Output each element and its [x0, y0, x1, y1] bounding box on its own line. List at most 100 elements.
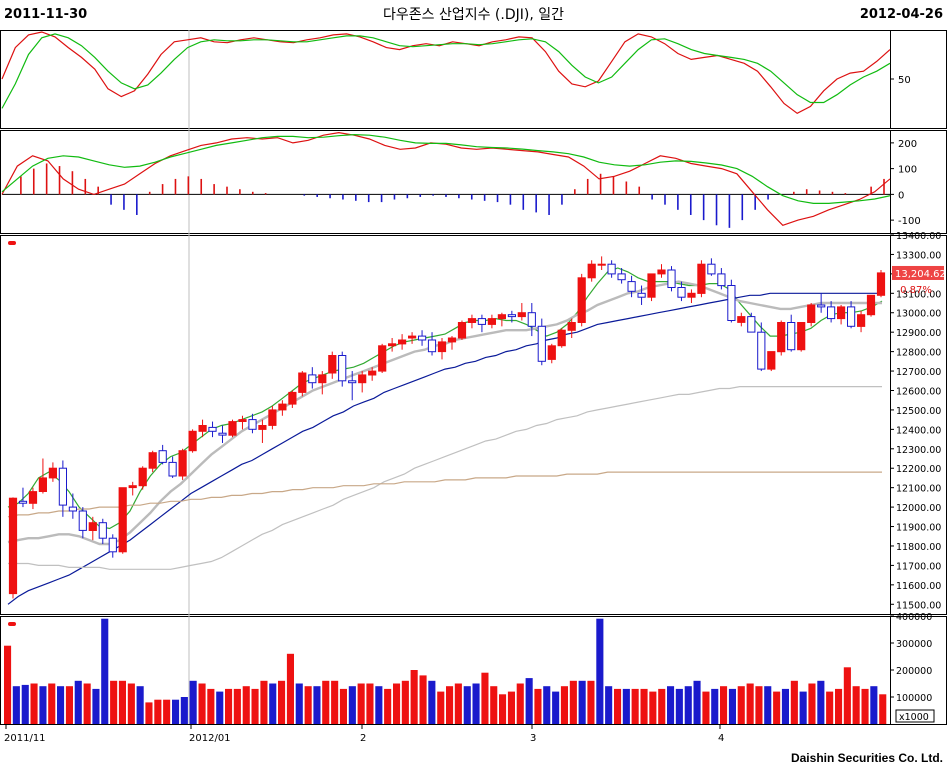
candle-body	[757, 331, 766, 370]
chart-title: 다우존스 산업지수 (.DJI), 일간	[382, 7, 564, 23]
volume-bar	[649, 691, 657, 724]
volume-bar	[799, 691, 807, 724]
volume-bar	[552, 691, 560, 724]
candle-body	[507, 314, 516, 318]
x-label-1: 2012/01	[189, 733, 231, 744]
candle-body	[817, 304, 826, 308]
candle-body	[787, 322, 796, 351]
candle-body	[767, 351, 776, 370]
candle-body	[228, 421, 237, 436]
volume-bar	[163, 699, 171, 724]
price-tick-label-19: 11500.00	[896, 600, 941, 611]
last-price-tag	[892, 265, 944, 280]
price-tick-label-13: 12100.00	[896, 484, 941, 495]
volume-bar	[39, 686, 47, 724]
candle-body	[188, 430, 197, 452]
candle-body	[577, 277, 586, 323]
volume-bar	[30, 683, 38, 724]
candle-body	[437, 341, 447, 353]
candle-body	[28, 491, 38, 504]
ma-line-ma120	[8, 386, 882, 570]
volume-bar	[348, 686, 356, 724]
candle-body	[48, 467, 57, 479]
volume-bar	[322, 680, 330, 724]
footer-credit: Daishin Securities Co. Ltd.	[790, 751, 943, 765]
candle-body	[427, 339, 437, 353]
candle-body	[248, 419, 257, 430]
price-tick-label-8: 12600.00	[896, 386, 941, 397]
x-label-4: 4	[718, 733, 724, 744]
end-date: 2012-04-26	[859, 7, 943, 22]
volume-bar	[419, 675, 427, 724]
volume-bar	[118, 680, 126, 724]
candle-body	[807, 304, 816, 323]
candle-body	[8, 497, 18, 595]
volume-bar	[516, 683, 524, 724]
volume-bar	[251, 688, 259, 724]
candle-body	[398, 339, 407, 345]
volume-bar	[401, 680, 409, 724]
volume-bar	[728, 688, 736, 724]
volume-bar	[675, 688, 683, 724]
price-tick-label-15: 11900.00	[896, 523, 941, 534]
candle-body	[567, 322, 576, 331]
volume-bar	[366, 683, 374, 724]
volume-bar	[446, 686, 454, 724]
price-tick-label-3: 13100.00	[896, 289, 941, 300]
price-tick-label-16: 11800.00	[896, 542, 941, 553]
price-tick-label-9: 12500.00	[896, 406, 941, 417]
volume-bar	[172, 699, 180, 724]
candle-body	[447, 337, 457, 343]
price-tick-label-6: 12800.00	[896, 348, 941, 359]
candle-body	[158, 450, 167, 463]
candle-body	[866, 294, 876, 316]
volume-bar	[693, 680, 701, 724]
macd-tick-label-0: 200	[898, 139, 917, 150]
volume-bar	[304, 686, 312, 724]
volume-bar	[870, 686, 878, 724]
candle-body	[268, 409, 277, 426]
volume-bar	[472, 683, 480, 724]
price-tick-label-14: 12000.00	[896, 503, 941, 514]
price-tick-label-7: 12700.00	[896, 367, 941, 378]
volume-bar	[720, 686, 728, 724]
candle-body	[727, 285, 736, 321]
volume-bar	[507, 691, 515, 724]
candle-body	[418, 335, 427, 341]
volume-bar	[145, 702, 153, 724]
price-tick-label-5: 12900.00	[896, 328, 941, 339]
candle-body	[148, 452, 157, 469]
volume-bar	[225, 688, 233, 724]
candle-body	[477, 318, 486, 325]
volume-bar	[879, 694, 887, 724]
candle-body	[777, 322, 786, 353]
volume-bar	[658, 688, 666, 724]
volume-bar	[12, 686, 20, 724]
candle-body	[178, 450, 187, 477]
candle-body	[557, 329, 566, 347]
candle-body	[587, 263, 596, 279]
volume-bar	[463, 686, 471, 724]
volume-bar	[180, 697, 188, 724]
volume-bar	[534, 688, 542, 724]
volume-bar	[596, 618, 604, 724]
ma-line-ma240	[7, 471, 882, 518]
candle-body	[258, 425, 267, 430]
volume-bar	[92, 688, 100, 724]
candle-body	[737, 316, 746, 323]
candle-body	[847, 306, 856, 327]
candle-body	[797, 322, 806, 351]
volume-tick-label-3: 100000	[896, 693, 932, 704]
candle-body	[547, 345, 556, 360]
volume-bar	[313, 686, 321, 724]
volume-bar	[631, 688, 639, 724]
candle-body	[647, 273, 656, 298]
candle-body	[627, 281, 636, 292]
candle-body	[98, 522, 107, 539]
candle-body	[408, 335, 417, 339]
volume-bar	[578, 680, 586, 724]
volume-bar	[587, 680, 595, 724]
volume-bar	[269, 683, 277, 724]
volume-bar	[339, 688, 347, 724]
